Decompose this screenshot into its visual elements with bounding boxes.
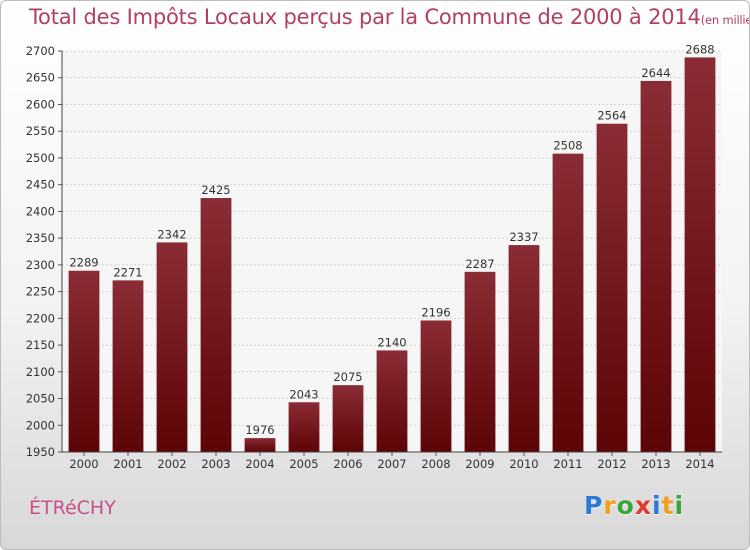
- y-tick-label: 2300: [26, 258, 55, 272]
- y-tick-label: 2200: [26, 311, 55, 325]
- y-tick-label: 2500: [26, 151, 55, 165]
- logo-letter: o: [616, 491, 635, 520]
- y-tick-label: 2150: [26, 338, 55, 352]
- y-tick-label: 2100: [26, 365, 55, 379]
- logo-letter: P: [584, 491, 604, 520]
- x-tick-label: 2007: [377, 457, 406, 471]
- data-label: 2564: [597, 109, 626, 123]
- x-tick-label: 2010: [509, 457, 538, 471]
- x-tick-label: 2013: [641, 457, 670, 471]
- proxiti-logo: Proxiti: [584, 491, 684, 520]
- y-tick-label: 2050: [26, 392, 55, 406]
- data-label: 2337: [509, 230, 538, 244]
- x-tick-label: 2000: [69, 457, 98, 471]
- logo-letter: i: [674, 491, 685, 520]
- y-tick-label: 2400: [26, 204, 55, 218]
- data-label: 2140: [377, 335, 406, 349]
- bar-2002: [156, 242, 188, 452]
- bar-2008: [420, 320, 452, 452]
- bar-2009: [464, 271, 496, 452]
- logo-letter: i: [652, 491, 662, 520]
- y-tick-label: 1950: [26, 445, 55, 459]
- bar-2000: [68, 270, 100, 452]
- x-tick-label: 2012: [597, 457, 626, 471]
- bar-2006: [332, 385, 364, 452]
- x-tick-labels: 2000 2001 2002 2003 2004 2005 2006 2007 2008 2009…: [69, 452, 715, 471]
- bar-2003: [200, 198, 232, 452]
- data-labels: 2289 2271 2342 2425 1976 2043 2075 2140 2196 2287…: [69, 42, 714, 437]
- logo-letter: x: [634, 491, 652, 520]
- data-label: 2271: [113, 265, 142, 279]
- bars: [68, 57, 716, 453]
- bar-2010: [508, 245, 540, 452]
- commune-name: ÉTRéCHY: [29, 497, 116, 519]
- x-tick-label: 2005: [289, 457, 318, 471]
- data-label: 2342: [157, 227, 186, 241]
- y-tick-label: 2450: [26, 178, 55, 192]
- y-tick-label: 2600: [26, 97, 55, 111]
- x-tick-label: 2011: [553, 457, 582, 471]
- y-tick-label: 2250: [26, 285, 55, 299]
- bar-2007: [376, 350, 408, 452]
- bar-2004: [244, 438, 276, 452]
- chart-unit-label: (en milliers d'€): [700, 13, 749, 27]
- bar-2005: [288, 402, 320, 452]
- bar-2011: [552, 153, 584, 452]
- data-label: 2287: [465, 257, 494, 271]
- chart-title-text: Total des Impôts Locaux perçus par la Co…: [29, 5, 701, 29]
- x-tick-label: 2002: [157, 457, 186, 471]
- x-tick-label: 2006: [333, 457, 362, 471]
- bar-2001: [112, 280, 144, 452]
- bar-2013: [640, 80, 672, 452]
- y-tick-label: 2550: [26, 124, 55, 138]
- y-tick-label: 2000: [26, 418, 55, 432]
- x-tick-label: 2014: [685, 457, 714, 471]
- logo-letter: t: [661, 491, 675, 520]
- data-label: 2289: [69, 256, 98, 270]
- bar-2012: [596, 123, 628, 453]
- data-label: 2196: [421, 305, 450, 319]
- logo-letter: r: [603, 491, 617, 520]
- data-label: 1976: [245, 423, 274, 437]
- data-label: 2688: [685, 42, 714, 56]
- data-label: 2644: [641, 66, 670, 80]
- bar-2014: [684, 57, 716, 452]
- data-label: 2043: [289, 387, 318, 401]
- y-tick-label: 2700: [26, 44, 55, 58]
- x-tick-label: 2001: [113, 457, 142, 471]
- y-tick-label: 2350: [26, 231, 55, 245]
- x-tick-label: 2003: [201, 457, 230, 471]
- data-label: 2425: [201, 183, 230, 197]
- x-tick-label: 2004: [245, 457, 274, 471]
- data-label: 2508: [553, 139, 582, 153]
- y-tick-label: 2650: [26, 71, 55, 85]
- chart-title: Total des Impôts Locaux perçus par la Co…: [29, 5, 749, 29]
- data-label: 2075: [333, 370, 362, 384]
- x-tick-label: 2008: [421, 457, 450, 471]
- y-tick-labels: 1950 2000 2050 2100 2150 2200 2250 2300 2350 2400…: [26, 44, 55, 459]
- x-tick-label: 2009: [465, 457, 494, 471]
